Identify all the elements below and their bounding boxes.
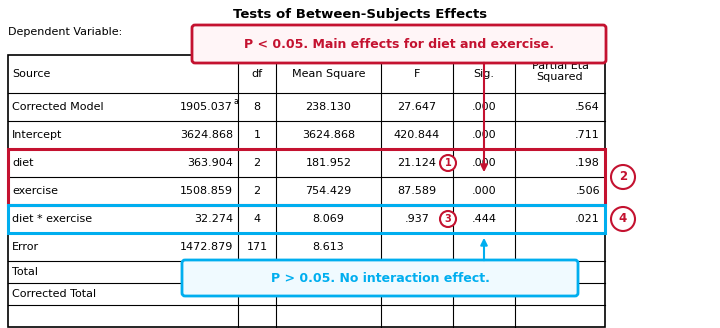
Text: Corrected Model: Corrected Model xyxy=(12,102,104,112)
Text: F: F xyxy=(414,69,420,79)
Text: .937: .937 xyxy=(405,214,429,224)
Text: Source: Source xyxy=(12,69,50,79)
Text: Squared: Squared xyxy=(536,72,583,82)
Text: 87.589: 87.589 xyxy=(397,186,436,196)
Text: .000: .000 xyxy=(472,102,496,112)
Bar xyxy=(8,55,605,327)
Text: Total: Total xyxy=(12,267,38,277)
Text: .021: .021 xyxy=(575,214,600,224)
Text: 3624.868: 3624.868 xyxy=(302,130,355,140)
Text: .444: .444 xyxy=(472,214,497,224)
Text: diet: diet xyxy=(12,158,34,168)
Text: .711: .711 xyxy=(575,130,600,140)
Text: 3: 3 xyxy=(445,214,451,224)
FancyBboxPatch shape xyxy=(182,260,578,296)
Bar xyxy=(8,205,605,233)
Text: .000: .000 xyxy=(472,186,496,196)
Text: Corrected Total: Corrected Total xyxy=(12,289,96,299)
Text: 3624.868: 3624.868 xyxy=(180,130,233,140)
Text: P < 0.05. Main effects for diet and exercise.: P < 0.05. Main effects for diet and exer… xyxy=(244,37,554,51)
Text: exercise: exercise xyxy=(12,186,58,196)
Text: 171: 171 xyxy=(246,242,268,252)
Text: 4: 4 xyxy=(253,214,261,224)
Text: Error: Error xyxy=(12,242,39,252)
Text: P > 0.05. No interaction effect.: P > 0.05. No interaction effect. xyxy=(271,272,490,284)
Text: 2: 2 xyxy=(619,171,627,183)
Text: .506: .506 xyxy=(575,186,600,196)
Text: 8.069: 8.069 xyxy=(312,214,344,224)
FancyBboxPatch shape xyxy=(192,25,606,63)
Text: Tests of Between-Subjects Effects: Tests of Between-Subjects Effects xyxy=(233,8,487,21)
Text: Mean Square: Mean Square xyxy=(292,69,365,79)
Text: Dependent Variable:: Dependent Variable: xyxy=(8,27,122,37)
Text: diet * exercise: diet * exercise xyxy=(12,214,92,224)
Text: 4: 4 xyxy=(619,213,627,226)
Text: 1: 1 xyxy=(253,130,261,140)
Text: 2: 2 xyxy=(253,186,261,196)
Text: 1508.859: 1508.859 xyxy=(180,186,233,196)
Text: df: df xyxy=(251,69,263,79)
Text: 1472.879: 1472.879 xyxy=(179,242,233,252)
Text: .000: .000 xyxy=(472,130,496,140)
Bar xyxy=(8,149,605,205)
Text: Partial Eta: Partial Eta xyxy=(531,61,588,71)
Text: Sig.: Sig. xyxy=(474,69,495,79)
Text: .198: .198 xyxy=(575,158,600,168)
Text: 8.613: 8.613 xyxy=(312,242,344,252)
Circle shape xyxy=(611,165,635,189)
Text: 1905.037: 1905.037 xyxy=(180,102,233,112)
Text: 181.952: 181.952 xyxy=(305,158,351,168)
Text: .564: .564 xyxy=(575,102,600,112)
Text: 363.904: 363.904 xyxy=(187,158,233,168)
Text: 238.130: 238.130 xyxy=(305,102,351,112)
Text: Intercept: Intercept xyxy=(12,130,63,140)
Circle shape xyxy=(440,211,456,227)
Text: 420.844: 420.844 xyxy=(394,130,440,140)
Text: 21.124: 21.124 xyxy=(397,158,436,168)
Text: 8: 8 xyxy=(253,102,261,112)
Circle shape xyxy=(611,207,635,231)
Text: 754.429: 754.429 xyxy=(305,186,351,196)
Circle shape xyxy=(440,155,456,171)
Text: 1: 1 xyxy=(445,158,451,168)
Text: .000: .000 xyxy=(472,158,496,168)
Text: 32.274: 32.274 xyxy=(194,214,233,224)
Text: a: a xyxy=(234,97,239,107)
Text: 2: 2 xyxy=(253,158,261,168)
Text: 27.647: 27.647 xyxy=(397,102,436,112)
